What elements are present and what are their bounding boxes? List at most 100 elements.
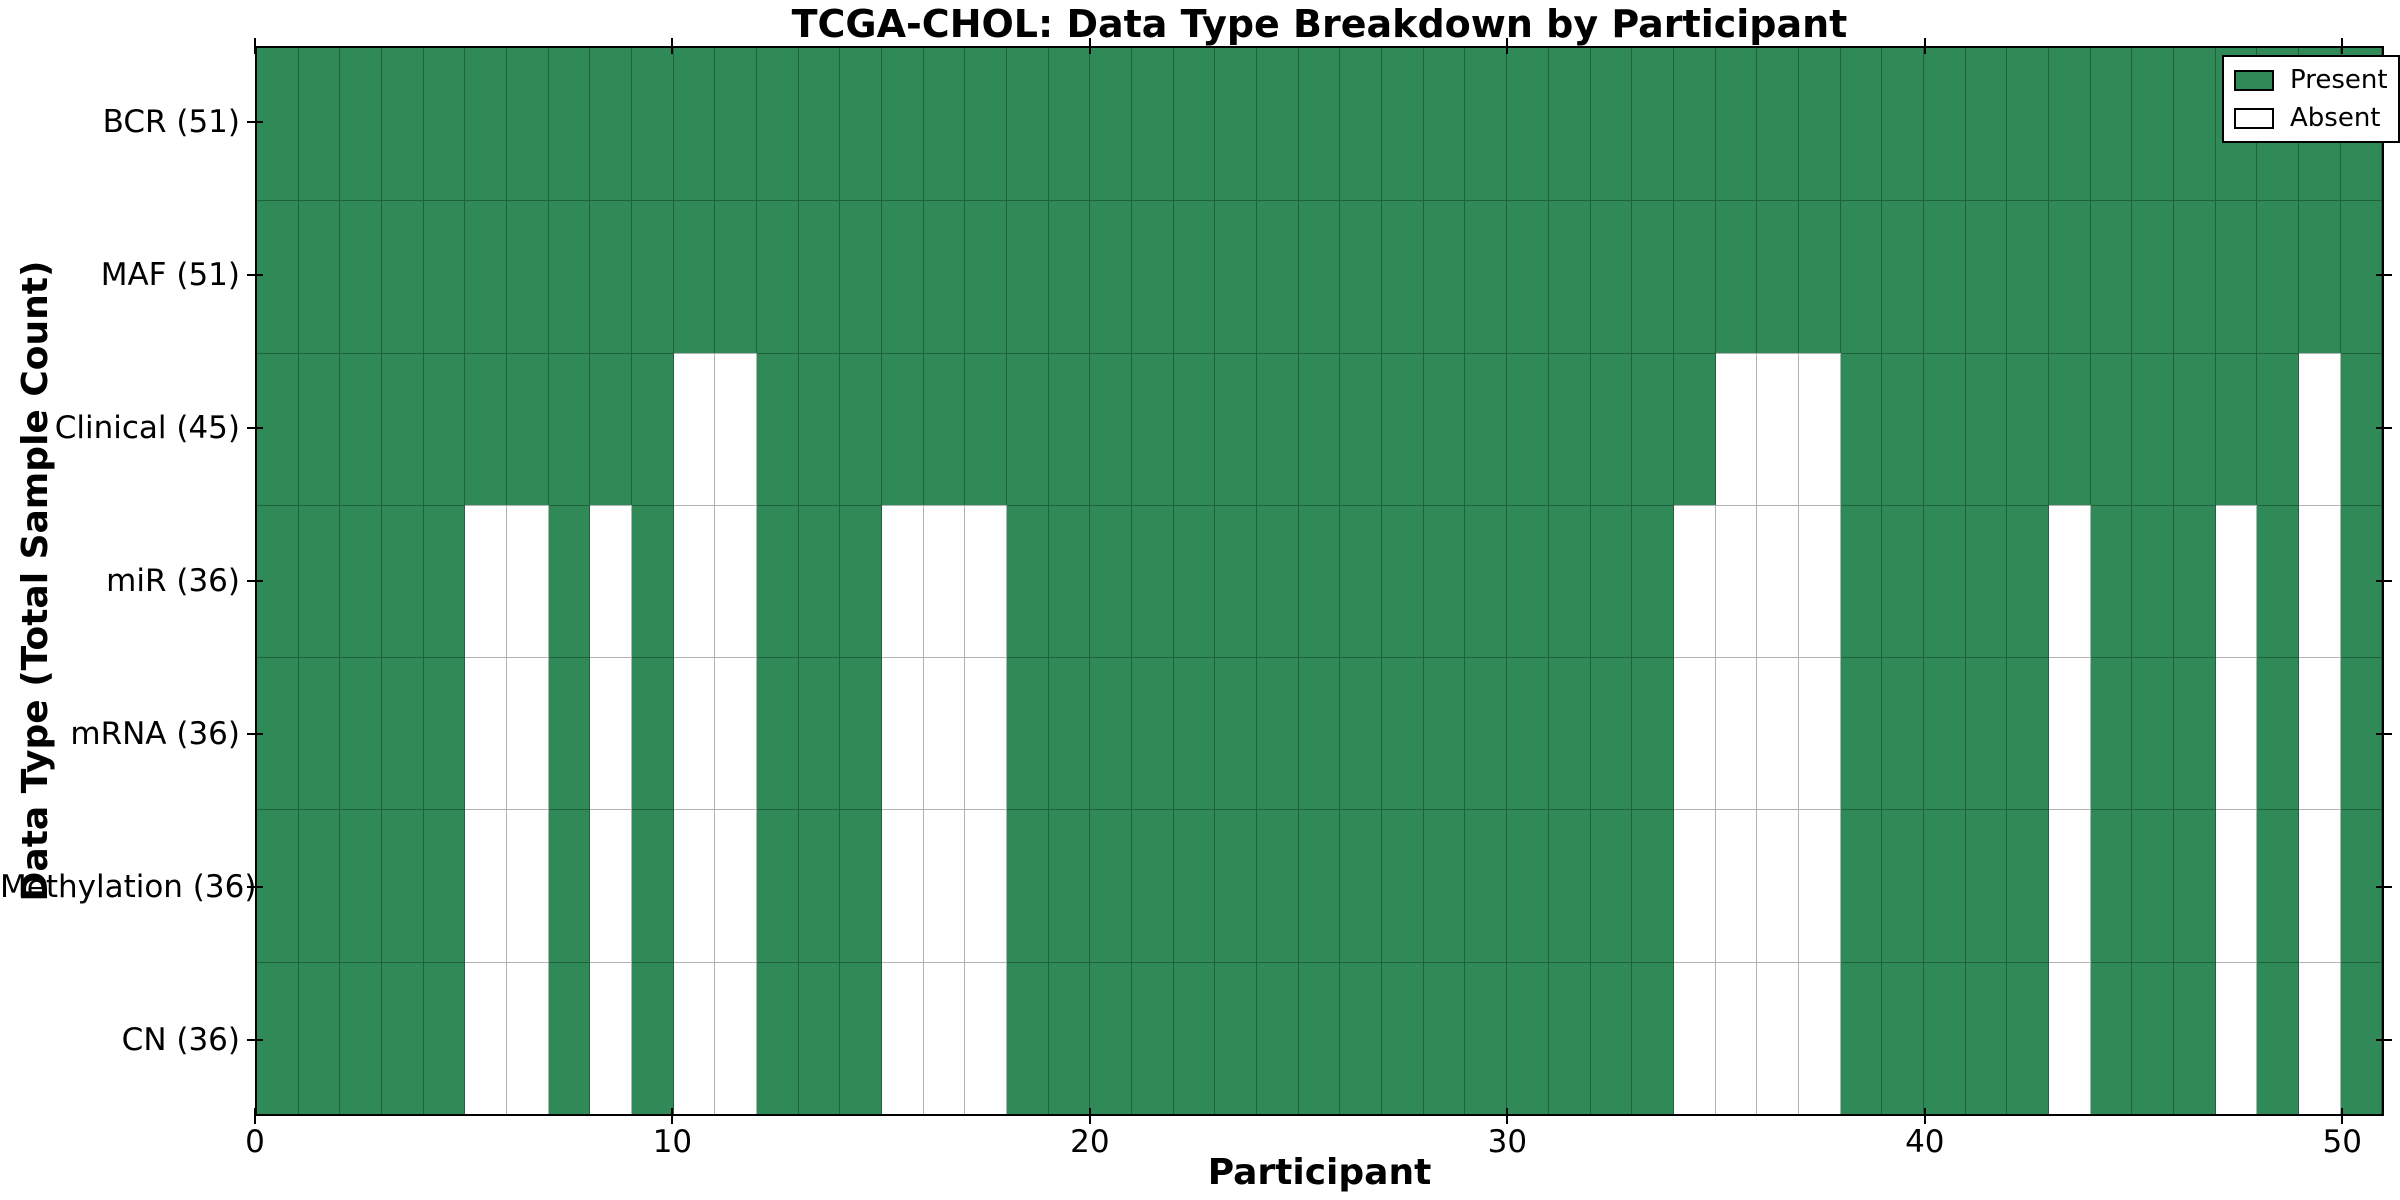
heatmap-cell <box>882 200 924 353</box>
heatmap-cell <box>2340 200 2383 353</box>
y-tick-label: BCR (51) <box>102 104 240 141</box>
x-tick-mark <box>1506 1108 1509 1124</box>
heatmap-cell <box>590 48 633 201</box>
y-tick-label: CN (36) <box>121 1021 240 1058</box>
heatmap-row-miR <box>257 504 2383 658</box>
heatmap-cell <box>423 961 466 1114</box>
heatmap-cell <box>1507 809 1549 962</box>
heatmap-cell <box>465 809 508 962</box>
heatmap-cell <box>1840 200 1883 353</box>
x-tick-label: 50 <box>2322 1124 2362 1160</box>
heatmap-cell <box>1340 48 1383 201</box>
heatmap-cell <box>1923 504 1966 658</box>
x-tick-label: 0 <box>245 1124 265 1160</box>
heatmap-cell <box>423 809 466 962</box>
heatmap-cell <box>715 961 758 1114</box>
x-tick-mark-top <box>2341 38 2344 54</box>
heatmap-cell <box>548 657 591 810</box>
heatmap-cell <box>882 657 924 810</box>
heatmap-cell <box>2257 809 2299 962</box>
heatmap-cell <box>1173 504 1216 658</box>
heatmap-cell <box>1548 48 1591 201</box>
heatmap-cell <box>2340 809 2383 962</box>
heatmap-cell <box>1798 809 1841 962</box>
heatmap-cell <box>1507 961 1549 1114</box>
heatmap-cell <box>1257 809 1299 962</box>
heatmap-cell <box>1673 200 1716 353</box>
heatmap-cell <box>1548 809 1591 962</box>
x-axis-label: Participant <box>1207 1152 1432 1193</box>
heatmap-cell <box>1882 504 1924 658</box>
x-tick-mark <box>1923 1108 1926 1124</box>
heatmap-cell <box>1173 352 1216 505</box>
heatmap-cell <box>2298 809 2341 962</box>
heatmap-cell <box>2340 352 2383 505</box>
heatmap-cell <box>1840 352 1883 505</box>
heatmap-cell <box>298 352 341 505</box>
y-tick-mark-right <box>2376 427 2392 430</box>
heatmap-cell <box>548 48 591 201</box>
heatmap-cell <box>2173 961 2216 1114</box>
heatmap-cell <box>965 809 1008 962</box>
heatmap-cell <box>1423 352 1466 505</box>
heatmap-cell <box>1757 809 1799 962</box>
heatmap-cell <box>1340 961 1383 1114</box>
heatmap-cell <box>1340 809 1383 962</box>
heatmap-cell <box>507 657 549 810</box>
heatmap-cell <box>1007 504 1049 658</box>
heatmap-cell <box>965 200 1008 353</box>
heatmap-cell <box>1048 657 1091 810</box>
heatmap-cell <box>798 504 841 658</box>
heatmap-cell <box>2257 200 2299 353</box>
x-tick-mark-top <box>1923 38 1926 54</box>
y-tick-mark-right <box>2376 885 2392 888</box>
heatmap-cell <box>257 809 299 962</box>
heatmap-cell <box>715 352 758 505</box>
heatmap-cell <box>257 504 299 658</box>
heatmap-cell <box>1548 352 1591 505</box>
y-tick-mark <box>247 1038 263 1041</box>
heatmap-cell <box>673 657 716 810</box>
heatmap-cell <box>1298 352 1341 505</box>
heatmap-cell <box>2048 200 2091 353</box>
heatmap-cell <box>757 352 799 505</box>
heatmap-cell <box>1298 961 1341 1114</box>
heatmap-cell <box>882 48 924 201</box>
heatmap-cell <box>590 504 633 658</box>
heatmap-cell <box>298 48 341 201</box>
heatmap-cell <box>1632 809 1674 962</box>
heatmap-cell <box>1715 504 1758 658</box>
heatmap-cell <box>507 504 549 658</box>
heatmap-cell <box>1465 809 1508 962</box>
heatmap-cell <box>757 657 799 810</box>
heatmap-cell <box>2132 48 2174 201</box>
heatmap-cell <box>340 961 383 1114</box>
heatmap-cell <box>1048 961 1091 1114</box>
heatmap-cell <box>1590 504 1633 658</box>
heatmap-cell <box>632 809 674 962</box>
heatmap-cell <box>840 657 883 810</box>
heatmap-cell <box>1215 504 1258 658</box>
heatmap-cell <box>1048 48 1091 201</box>
heatmap-cell <box>965 352 1008 505</box>
heatmap-cell <box>2298 961 2341 1114</box>
heatmap-cell <box>632 504 674 658</box>
heatmap-cell <box>1007 200 1049 353</box>
heatmap-cell <box>1173 200 1216 353</box>
heatmap-cell <box>1257 352 1299 505</box>
heatmap-cell <box>2090 48 2133 201</box>
heatmap-cell <box>1840 48 1883 201</box>
heatmap-cell <box>2340 504 2383 658</box>
heatmap-cell <box>1382 961 1424 1114</box>
heatmap-cell <box>1257 200 1299 353</box>
heatmap-cell <box>798 48 841 201</box>
heatmap-cell <box>1090 504 1133 658</box>
heatmap-cell <box>298 657 341 810</box>
heatmap-cell <box>632 961 674 1114</box>
heatmap-cell <box>2090 504 2133 658</box>
heatmap-cell <box>2048 657 2091 810</box>
heatmap-cell <box>1382 657 1424 810</box>
heatmap-cell <box>507 961 549 1114</box>
heatmap-cell <box>673 504 716 658</box>
heatmap-cell <box>1173 961 1216 1114</box>
